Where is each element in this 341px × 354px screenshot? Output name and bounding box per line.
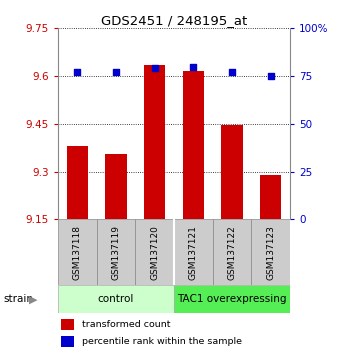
Title: GDS2451 / 248195_at: GDS2451 / 248195_at: [101, 14, 247, 27]
Bar: [183, 71, 204, 219]
Bar: [144, 65, 165, 219]
Bar: [58, 219, 97, 285]
Bar: [135, 219, 174, 285]
Point: [229, 69, 235, 75]
Text: TAC1 overexpressing: TAC1 overexpressing: [177, 294, 287, 304]
Text: strain: strain: [3, 294, 33, 304]
Text: control: control: [98, 294, 134, 304]
Text: GSM137123: GSM137123: [266, 225, 275, 280]
Text: transformed count: transformed count: [82, 320, 170, 329]
Point: [268, 73, 273, 79]
Bar: [61, 336, 74, 347]
Point: [191, 64, 196, 69]
Bar: [58, 285, 174, 313]
Bar: [174, 285, 290, 313]
Text: ▶: ▶: [29, 295, 38, 305]
Bar: [221, 125, 242, 219]
Bar: [212, 219, 251, 285]
Bar: [174, 219, 212, 285]
Bar: [105, 154, 127, 219]
Text: GSM137121: GSM137121: [189, 225, 198, 280]
Text: GSM137122: GSM137122: [227, 225, 236, 280]
Text: GSM137120: GSM137120: [150, 225, 159, 280]
Text: percentile rank within the sample: percentile rank within the sample: [82, 337, 242, 346]
Bar: [61, 319, 74, 330]
Bar: [251, 219, 290, 285]
Text: GSM137119: GSM137119: [112, 225, 120, 280]
Bar: [67, 146, 88, 219]
Point: [113, 69, 119, 75]
Text: GSM137118: GSM137118: [73, 225, 82, 280]
Point: [152, 65, 157, 71]
Bar: [97, 219, 135, 285]
Point: [75, 69, 80, 75]
Bar: [260, 175, 281, 219]
